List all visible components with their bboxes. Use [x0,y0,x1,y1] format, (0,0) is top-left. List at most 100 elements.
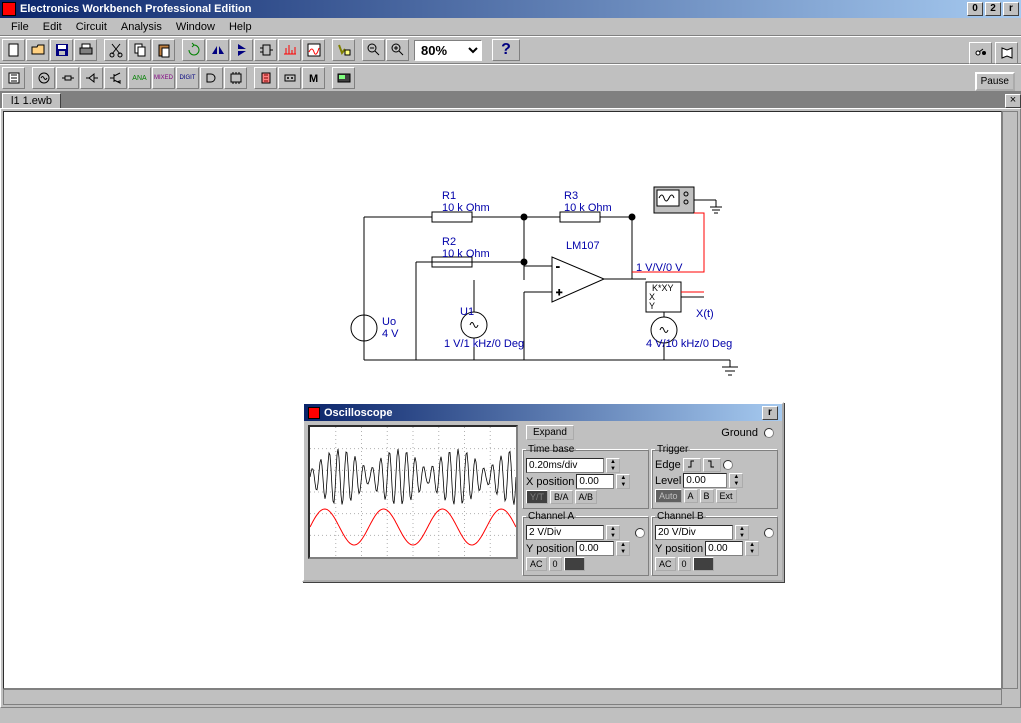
cha-scale-spinner[interactable]: ▲▼ [606,525,620,540]
trigger-terminal[interactable] [723,460,733,470]
chb-terminal[interactable] [764,528,774,538]
save-button[interactable] [50,39,73,61]
chb-scale-input[interactable] [655,525,733,540]
menu-window[interactable]: Window [169,19,222,35]
basic-icon[interactable] [56,67,79,89]
r3-label: R310 k Ohm [564,190,612,214]
sources-icon[interactable] [32,67,55,89]
xt-value: 4 V/10 kHz/0 Deg [646,338,732,350]
controls-icon[interactable] [278,67,301,89]
auto-button[interactable]: Auto [655,489,682,503]
svg-text:-: - [556,261,560,273]
misc-icon[interactable]: M [302,67,325,89]
chb-ac-button[interactable]: AC [655,557,676,571]
flip-v-button[interactable] [230,39,253,61]
trig-a-button[interactable]: A [684,489,698,503]
mode-ab-button[interactable]: A/B [575,490,598,504]
analyze-button[interactable] [278,39,301,61]
level-input[interactable] [683,473,727,488]
cha-ac-button[interactable]: AC [526,557,547,571]
trig-ext-button[interactable]: Ext [716,489,737,503]
cha-terminal[interactable] [635,528,645,538]
mult-eq: K*XY [652,283,674,293]
component-props-button[interactable] [332,39,355,61]
menu-help[interactable]: Help [222,19,259,35]
cha-ypos-input[interactable] [576,541,614,556]
toggle-switch-icon[interactable] [969,42,992,64]
chb-dc-button[interactable]: DC [693,557,714,571]
chb-ypos-spinner[interactable]: ▲▼ [745,541,759,556]
menu-circuit[interactable]: Circuit [69,19,114,35]
r2-label: R210 k Ohm [442,236,490,260]
timebase-scale-input[interactable] [526,458,604,473]
digital-ics-icon[interactable]: DIGIT [176,67,199,89]
ground-terminal[interactable] [764,428,774,438]
xpos-spinner[interactable]: ▲▼ [616,474,630,489]
rotate-button[interactable] [182,39,205,61]
instruments-icon[interactable] [332,67,355,89]
mode-yt-button[interactable]: Y/T [526,490,548,504]
menu-file[interactable]: File [4,19,36,35]
analog-ics-icon[interactable]: ANA [128,67,151,89]
cha-dc-button[interactable]: DC [564,557,585,571]
tab-close-button[interactable]: × [1005,94,1021,108]
restore-button[interactable]: 2 [985,2,1001,16]
help-button[interactable]: ? [492,39,520,61]
document-tab[interactable]: l1 1.ewb [2,93,61,108]
digital-icon[interactable] [224,67,247,89]
chb-0-button[interactable]: 0 [678,557,691,571]
copy-button[interactable] [128,39,151,61]
horizontal-scrollbar[interactable] [3,689,1002,705]
svg-text:M: M [309,73,318,85]
transistors-icon[interactable] [104,67,127,89]
new-button[interactable] [2,39,25,61]
uo-label: Uo4 V [382,316,399,340]
diodes-icon[interactable] [80,67,103,89]
timebase-scale-spinner[interactable]: ▲▼ [606,458,620,473]
oscilloscope-screen [308,425,518,559]
zoom-select[interactable]: 80% [414,40,482,61]
menu-analysis[interactable]: Analysis [114,19,169,35]
xpos-input[interactable] [576,474,614,489]
component-toolbar: ANA MIXED DIGIT M [0,64,1021,92]
level-spinner[interactable]: ▲▼ [729,473,743,488]
zoom-out-button[interactable] [362,39,385,61]
oscilloscope-close-button[interactable]: r [762,406,778,420]
mode-ba-button[interactable]: B/A [550,490,573,504]
close-button[interactable]: r [1003,2,1019,16]
menu-edit[interactable]: Edit [36,19,69,35]
mixed-ics-icon[interactable]: MIXED [152,67,175,89]
print-button[interactable] [74,39,97,61]
u1-value: 1 V/1 kHz/0 Deg [444,338,524,350]
trig-b-button[interactable]: B [700,489,714,503]
chb-ypos-input[interactable] [705,541,743,556]
circuit-canvas[interactable]: - + [3,111,1002,689]
expand-button[interactable]: Expand [526,425,574,440]
chb-scale-spinner[interactable]: ▲▼ [735,525,749,540]
oscilloscope-titlebar[interactable]: Oscilloscope r [304,404,782,421]
book-icon[interactable] [995,42,1018,64]
paste-button[interactable] [152,39,175,61]
open-button[interactable] [26,39,49,61]
subcircuit-button[interactable] [254,39,277,61]
channel-b-group: Channel B ▲▼ Y position▲▼ AC 0 DC [651,511,778,576]
logic-gates-icon[interactable] [200,67,223,89]
indicators-icon[interactable] [254,67,277,89]
edge-rising-button[interactable] [683,458,701,472]
oscilloscope-window[interactable]: Oscilloscope r Expand Ground Time b [302,402,784,582]
app-icon [2,2,16,16]
cha-0-button[interactable]: 0 [549,557,562,571]
vertical-scrollbar[interactable] [1002,111,1018,689]
oscilloscope-title: Oscilloscope [324,407,392,419]
cha-ypos-spinner[interactable]: ▲▼ [616,541,630,556]
flip-h-button[interactable] [206,39,229,61]
favorites-icon[interactable] [2,67,25,89]
edge-falling-button[interactable] [703,458,721,472]
minimize-button[interactable]: 0 [967,2,983,16]
cut-button[interactable] [104,39,127,61]
graph-button[interactable] [302,39,325,61]
zoom-in-button[interactable] [386,39,409,61]
cha-scale-input[interactable] [526,525,604,540]
trigger-label: Trigger [655,444,690,455]
pause-button[interactable]: Pause [975,72,1015,91]
